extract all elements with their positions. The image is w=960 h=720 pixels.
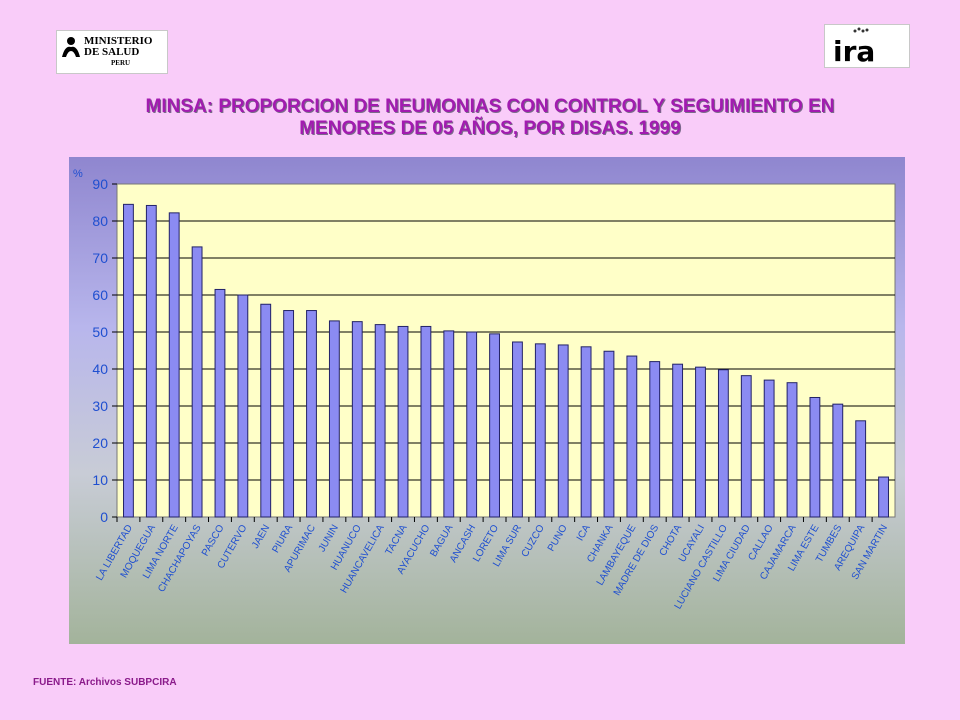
bar [283,310,295,518]
minsa-logo-line1: MINISTERIO [84,35,153,47]
bar [512,341,523,518]
bar [168,212,180,518]
bar [695,366,706,518]
bar [351,321,363,518]
y-tick-label: 10 [92,472,108,488]
y-tick-label: 0 [100,509,108,525]
x-tick-label: JAEN [250,523,272,551]
bar [786,382,798,518]
y-tick-label: 80 [92,213,108,229]
x-tick-label: JUNIN [317,523,341,554]
minsa-logo: MINISTERIO DE SALUD PERU [56,30,168,74]
x-tick-label: CUZCO [520,523,547,559]
bar [489,333,500,518]
bar [832,403,844,518]
y-tick-label: 70 [92,250,108,266]
bar [237,294,249,518]
bar [649,361,661,518]
y-tick-label: 30 [92,398,108,414]
bar [214,288,226,518]
chart-title: MINSA: PROPORCION DE NEUMONIAS CON CONTR… [40,96,940,140]
bar [260,303,272,518]
bar [123,203,134,518]
bar [740,375,752,518]
bar [191,246,203,518]
person-icon [62,37,80,57]
bar [855,420,867,518]
ira-logo-text: ira [833,35,875,67]
dots-icon [853,27,869,33]
bar [763,379,775,518]
bar [672,363,684,518]
bar [717,369,729,518]
bar [534,343,546,518]
bar [626,355,638,518]
bar [397,325,409,518]
bar [580,346,592,518]
bar [603,350,615,518]
bar [374,324,386,518]
y-tick-label: 40 [92,361,108,377]
minsa-logo-line2: DE SALUD [84,46,139,58]
minsa-logo-line3: PERU [111,59,130,67]
bar [443,330,455,518]
chart-title-line2: MENORES DE 05 AÑOS, POR DISAS. 1999 [299,118,681,139]
bar [557,344,569,518]
bar [878,476,889,518]
x-tick-label: PIURA [270,523,295,555]
plot-area [116,183,896,518]
bar [145,204,157,518]
y-tick-label: 60 [92,287,108,303]
source-note: FUENTE: Archivos SUBPCIRA [33,677,177,688]
x-tick-label: ICA [575,523,593,543]
bar [328,320,340,518]
ira-logo: ira [824,24,910,68]
x-tick-label: PUNO [546,523,570,554]
bar [306,310,317,518]
y-tick-label: 90 [92,176,108,192]
bar [809,396,821,518]
y-tick-label: 50 [92,324,108,340]
bar [466,331,478,518]
chart-title-line1: MINSA: PROPORCION DE NEUMONIAS CON CONTR… [145,96,835,117]
y-axis-label: % [73,168,83,180]
chart-panel: 0 10 20 30 40 50 60 70 80 90% LA LIBERTAD MOQUEGUA L… [69,157,905,644]
bar [420,325,432,518]
y-tick-label: 20 [92,435,108,451]
